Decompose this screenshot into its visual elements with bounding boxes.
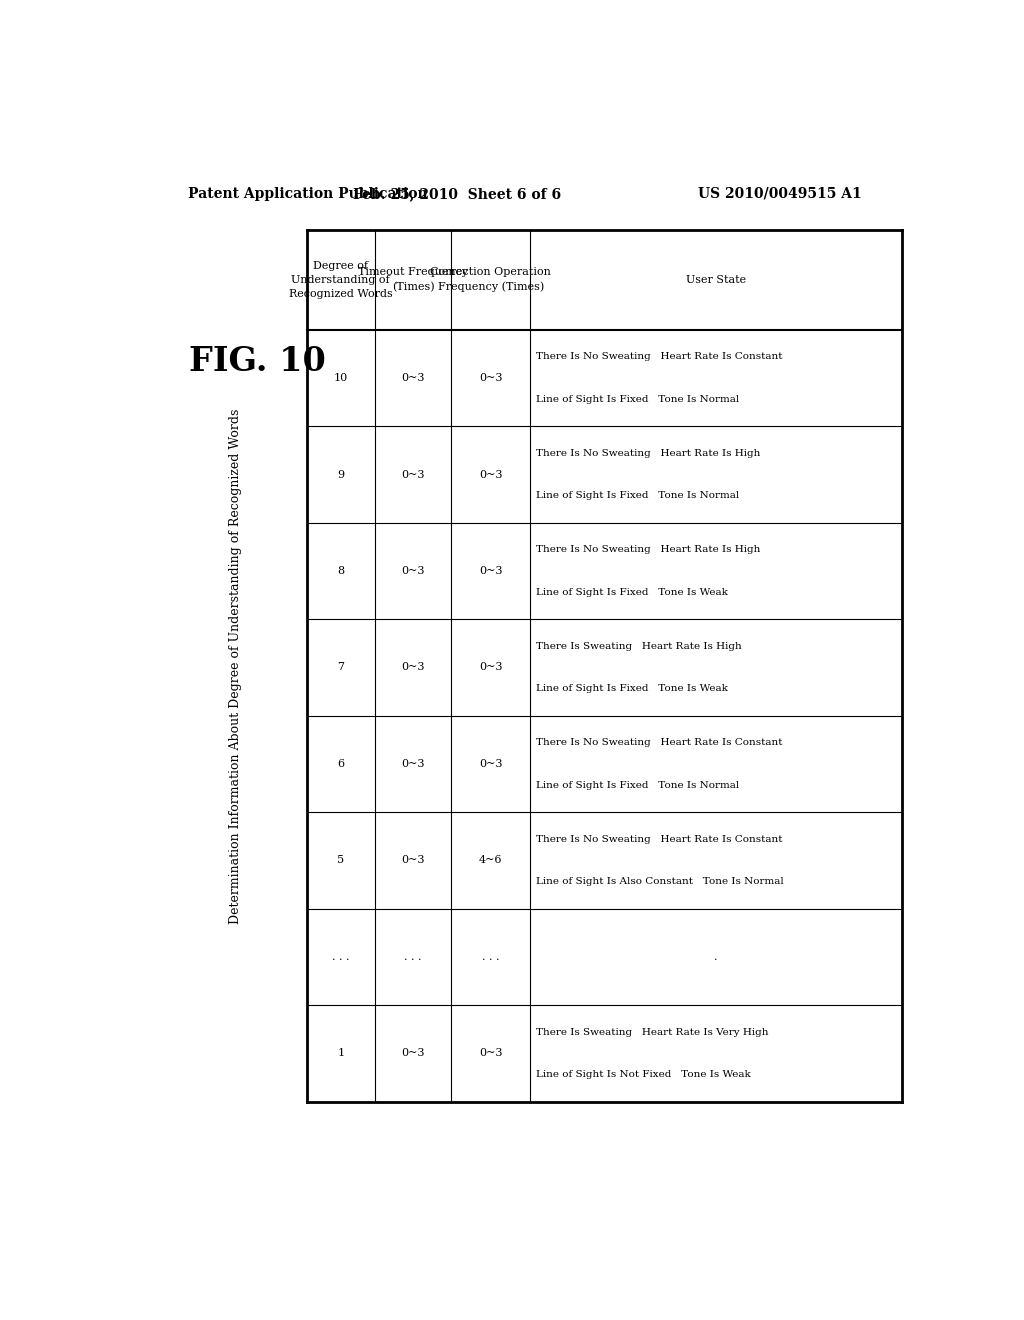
Text: 0~3: 0~3: [401, 855, 425, 866]
Text: Line of Sight Is Fixed   Tone Is Normal: Line of Sight Is Fixed Tone Is Normal: [536, 780, 739, 789]
Text: There Is Sweating   Heart Rate Is High: There Is Sweating Heart Rate Is High: [536, 642, 741, 651]
Text: 0~3: 0~3: [479, 470, 503, 479]
Text: 1: 1: [337, 1048, 344, 1059]
Text: 0~3: 0~3: [479, 374, 503, 383]
Text: There Is No Sweating   Heart Rate Is High: There Is No Sweating Heart Rate Is High: [536, 545, 760, 554]
Text: 8: 8: [337, 566, 344, 576]
Text: 5: 5: [337, 855, 344, 866]
Text: 0~3: 0~3: [479, 1048, 503, 1059]
Text: 0~3: 0~3: [401, 374, 425, 383]
Text: . . .: . . .: [404, 952, 422, 962]
Text: Correction Operation
Frequency (Times): Correction Operation Frequency (Times): [430, 267, 551, 292]
Text: 7: 7: [337, 663, 344, 672]
Text: Line of Sight Is Not Fixed   Tone Is Weak: Line of Sight Is Not Fixed Tone Is Weak: [536, 1071, 751, 1080]
Text: Line of Sight Is Fixed   Tone Is Normal: Line of Sight Is Fixed Tone Is Normal: [536, 395, 739, 404]
Text: There Is No Sweating   Heart Rate Is High: There Is No Sweating Heart Rate Is High: [536, 449, 760, 458]
Text: User State: User State: [686, 275, 746, 285]
Text: 4~6: 4~6: [479, 855, 503, 866]
Text: 0~3: 0~3: [401, 663, 425, 672]
Text: 0~3: 0~3: [401, 759, 425, 770]
Text: There Is No Sweating   Heart Rate Is Constant: There Is No Sweating Heart Rate Is Const…: [536, 738, 782, 747]
Text: FIG. 10: FIG. 10: [189, 346, 326, 379]
Text: There Is No Sweating   Heart Rate Is Constant: There Is No Sweating Heart Rate Is Const…: [536, 352, 782, 362]
Text: Line of Sight Is Fixed   Tone Is Weak: Line of Sight Is Fixed Tone Is Weak: [536, 587, 728, 597]
Text: 0~3: 0~3: [479, 663, 503, 672]
Text: Line of Sight Is Also Constant   Tone Is Normal: Line of Sight Is Also Constant Tone Is N…: [536, 878, 783, 886]
Text: Determination Information About Degree of Understanding of Recognized Words: Determination Information About Degree o…: [228, 409, 242, 924]
Text: 0~3: 0~3: [401, 566, 425, 576]
Text: 0~3: 0~3: [401, 1048, 425, 1059]
Text: Timeout Frequency
(Times): Timeout Frequency (Times): [358, 268, 468, 292]
Text: There Is No Sweating   Heart Rate Is Constant: There Is No Sweating Heart Rate Is Const…: [536, 834, 782, 843]
Text: Line of Sight Is Fixed   Tone Is Normal: Line of Sight Is Fixed Tone Is Normal: [536, 491, 739, 500]
Text: 9: 9: [337, 470, 344, 479]
Text: US 2010/0049515 A1: US 2010/0049515 A1: [698, 187, 862, 201]
Text: . . .: . . .: [482, 952, 500, 962]
Text: Patent Application Publication: Patent Application Publication: [187, 187, 427, 201]
Text: Feb. 25, 2010  Sheet 6 of 6: Feb. 25, 2010 Sheet 6 of 6: [353, 187, 561, 201]
Text: 6: 6: [337, 759, 344, 770]
Text: .: .: [715, 952, 718, 962]
Text: 10: 10: [334, 374, 348, 383]
Text: . . .: . . .: [332, 952, 349, 962]
Text: Line of Sight Is Fixed   Tone Is Weak: Line of Sight Is Fixed Tone Is Weak: [536, 684, 728, 693]
Text: There Is Sweating   Heart Rate Is Very High: There Is Sweating Heart Rate Is Very Hig…: [536, 1028, 768, 1036]
Text: 0~3: 0~3: [479, 759, 503, 770]
Text: 0~3: 0~3: [479, 566, 503, 576]
Text: Degree of
Understanding of
Recognized Words: Degree of Understanding of Recognized Wo…: [289, 260, 392, 298]
Text: 0~3: 0~3: [401, 470, 425, 479]
